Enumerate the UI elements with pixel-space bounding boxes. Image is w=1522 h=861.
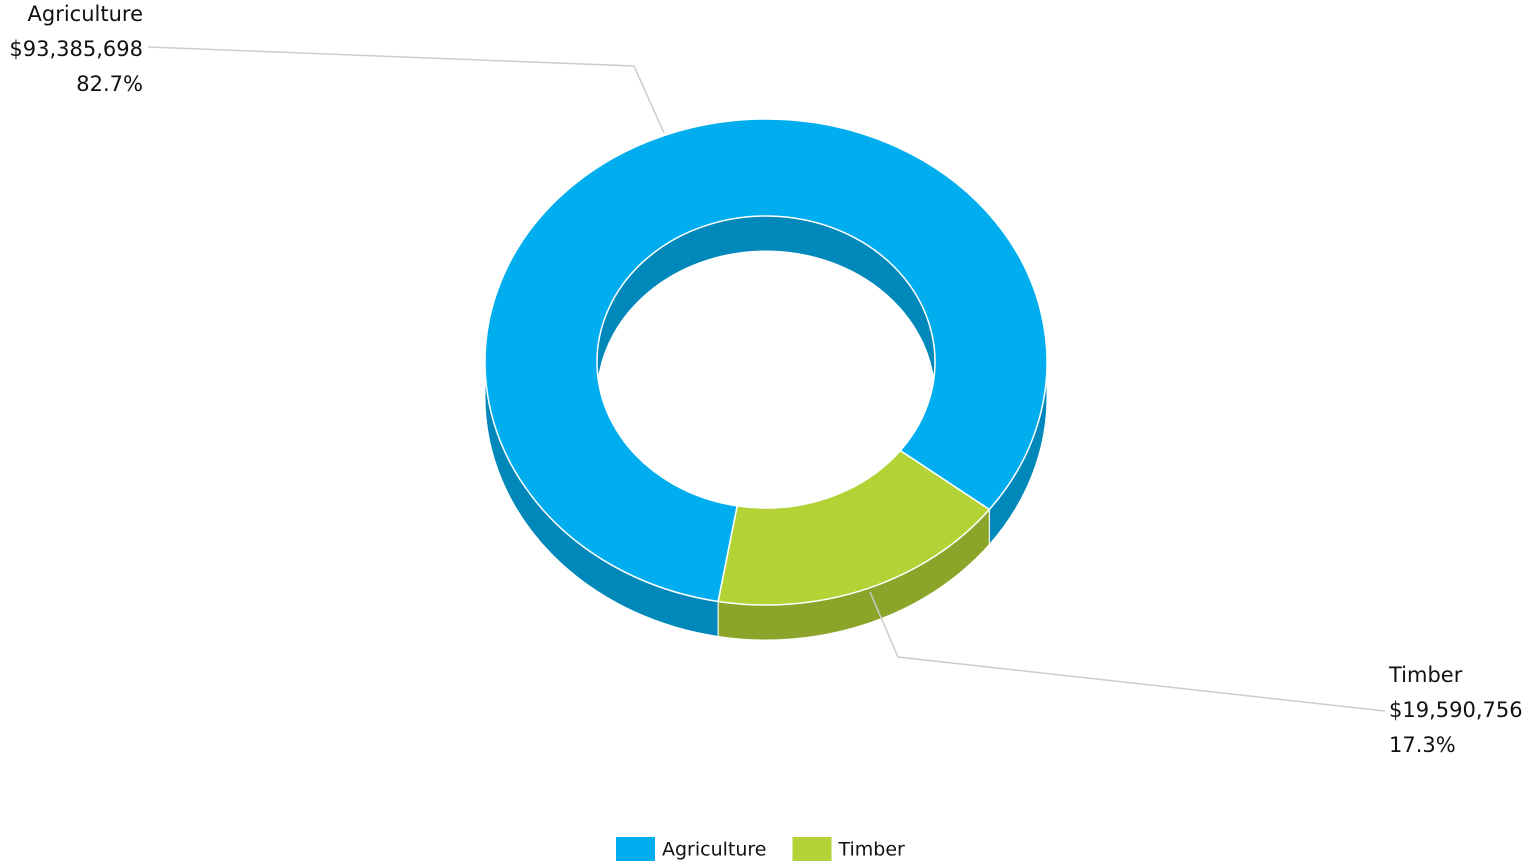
- leader-line: [869, 591, 1386, 712]
- tops: [484, 118, 1048, 606]
- leader-line: [147, 46, 665, 134]
- percent-label: 82.7%: [76, 72, 143, 96]
- slice-label: Agriculture: [28, 2, 144, 26]
- legend-label: Timber: [838, 839, 906, 861]
- slice: [484, 118, 1048, 603]
- slice: [717, 449, 991, 606]
- legend-swatch: [792, 837, 832, 861]
- legend-swatch: [616, 837, 655, 861]
- value-label: $19,590,756: [1389, 698, 1522, 722]
- percent-label: 17.3%: [1389, 733, 1456, 757]
- legend: Agriculture Timber: [616, 837, 905, 861]
- value-label: $93,385,698: [9, 37, 143, 61]
- slice-label: Timber: [1388, 663, 1463, 687]
- legend-label: Agriculture: [662, 839, 767, 861]
